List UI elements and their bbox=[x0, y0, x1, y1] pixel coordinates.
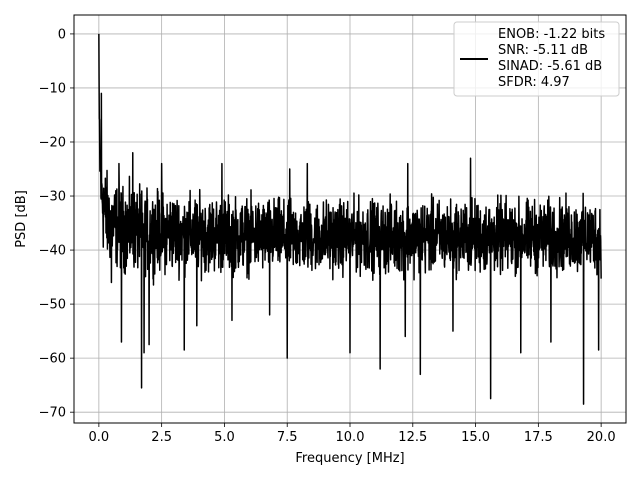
y-tick-label: −50 bbox=[39, 298, 66, 313]
legend-box bbox=[453, 21, 620, 97]
psd-trace bbox=[98, 33, 602, 405]
x-tick-label: 17.5 bbox=[524, 430, 553, 445]
legend-entry-sinad: SINAD: -5.61 dB bbox=[498, 59, 602, 74]
x-tick-label: 2.5 bbox=[151, 430, 172, 445]
psd-series-line bbox=[98, 33, 602, 405]
y-tick-label: −60 bbox=[39, 352, 66, 367]
legend-entry-enob: ENOB: -1.22 bits bbox=[498, 27, 605, 42]
x-tick-label: 12.5 bbox=[398, 430, 427, 445]
legend-entry-snr: SNR: -5.11 dB bbox=[498, 43, 588, 58]
x-tick-label: 20.0 bbox=[587, 430, 616, 445]
y-tick-label: −10 bbox=[39, 81, 66, 96]
y-axis-label: PSD [dB] bbox=[14, 190, 29, 248]
legend: ENOB: -1.22 bits SNR: -5.11 dB SINAD: -5… bbox=[453, 21, 620, 97]
x-tick-label: 0.0 bbox=[89, 430, 110, 445]
y-tick-label: −40 bbox=[39, 244, 66, 259]
x-tick-label: 10.0 bbox=[336, 430, 365, 445]
y-axis: 0 −10 −20 −30 −40 −50 −60 −70 bbox=[39, 27, 74, 421]
y-tick-label: 0 bbox=[58, 27, 66, 42]
y-tick-label: −20 bbox=[39, 135, 66, 150]
x-axis: 0.0 2.5 5.0 7.5 10.0 12.5 15.0 17.5 20.0 bbox=[89, 423, 616, 445]
x-tick-label: 15.0 bbox=[461, 430, 490, 445]
y-tick-label: −70 bbox=[39, 406, 66, 421]
x-tick-label: 7.5 bbox=[277, 430, 298, 445]
y-tick-label: −30 bbox=[39, 190, 66, 205]
legend-entry-sfdr: SFDR: 4.97 bbox=[498, 75, 570, 90]
x-tick-label: 5.0 bbox=[214, 430, 235, 445]
x-axis-label: Frequency [MHz] bbox=[295, 451, 404, 466]
